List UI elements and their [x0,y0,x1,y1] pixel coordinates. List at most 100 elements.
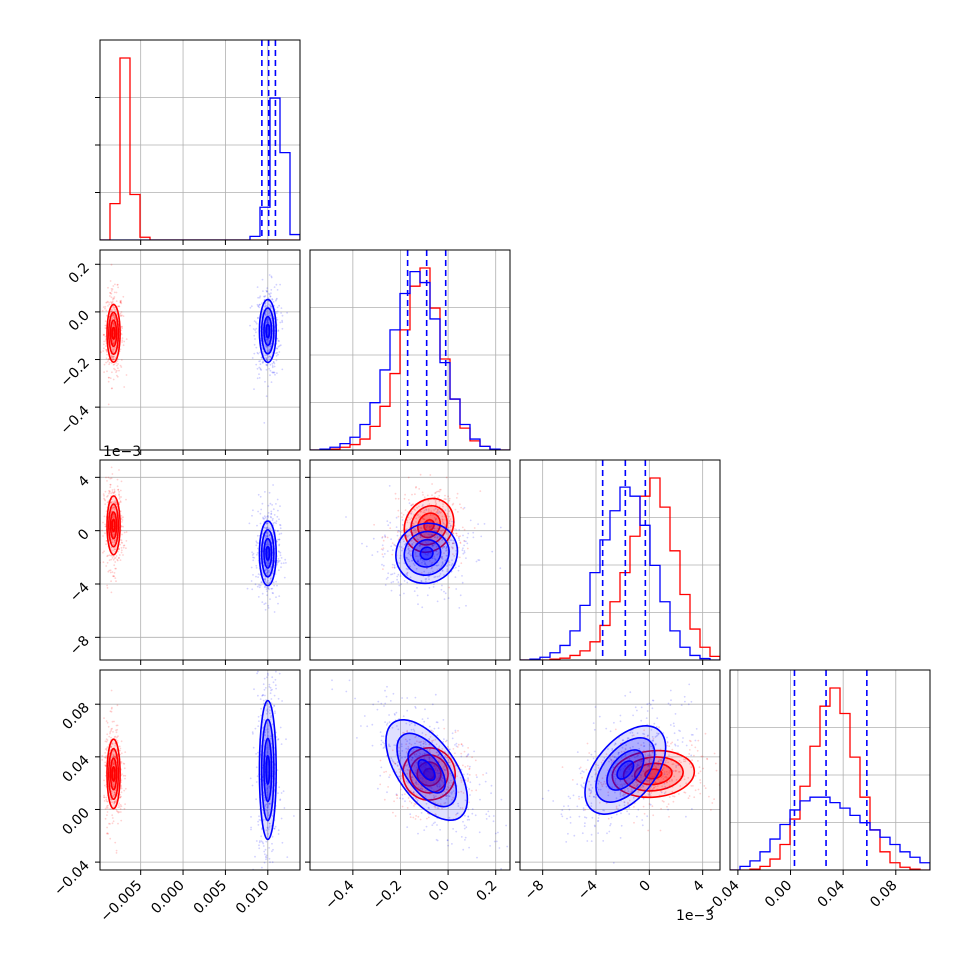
blue-sample-point [268,527,270,530]
blue-sample-point [426,521,429,523]
red-sample-point [123,789,126,792]
blue-sample-point [263,540,265,543]
red-sample-point [114,561,117,563]
blue-sample-point [280,792,283,794]
red-sample-point [444,740,447,743]
blue-sample-point [591,787,594,789]
blue-sample-point [477,523,479,525]
blue-sample-point [467,753,470,756]
blue-sample-point [434,764,436,767]
blue-sample-point [272,681,275,684]
blue-sample-point [271,362,274,365]
red-sample-point [117,488,120,491]
red-sample-point [416,506,418,509]
panel-3-2: −8 −4 0 4 [515,669,721,903]
red-sample-point [611,755,614,758]
red-sample-point [455,813,457,816]
blue-sample-point [271,504,273,506]
red-sample-point [402,547,404,550]
red-sample-point [125,540,128,542]
red-sample-point [460,790,463,793]
red-sample-point [440,530,443,533]
blue-sample-point [263,719,265,721]
blue-sample-point [251,357,254,359]
blue-sample-point [267,321,270,324]
blue-sample-point [265,531,268,534]
red-sample-point [106,811,109,813]
red-sample-point [113,318,116,320]
blue-sample-point [433,727,436,730]
blue-sample-point [444,559,447,562]
blue-sample-point [634,760,637,762]
red-sample-point [437,807,440,810]
blue-sample-point [435,721,438,724]
red-sample-point [479,490,482,492]
blue-sample-point [277,550,280,553]
blue-sample-point [267,516,270,518]
blue-sample-point [386,576,389,579]
blue-sample-point [277,697,280,700]
blue-sample-point [417,559,419,562]
blue-sample-point [264,313,267,315]
blue-sample-point [274,825,277,828]
red-sample-point [111,355,114,358]
red-sample-point [431,739,433,742]
blue-sample-point [281,368,284,371]
red-sample-point [710,809,712,811]
blue-sample-point [360,725,362,727]
blue-sample-point [388,721,391,724]
red-sample-point [456,775,458,778]
y-tick-label: −8 [67,633,93,659]
red-sample-point [714,762,717,765]
red-sample-point [449,761,451,763]
blue-histogram [100,97,300,240]
x-tick-label: −0.005 [98,878,146,926]
red-sample-point [122,295,125,298]
blue-sample-point [272,517,274,520]
blue-sample-point [272,361,275,364]
blue-sample-point [252,559,255,562]
blue-sample-point [262,573,264,575]
red-sample-point [433,765,436,768]
blue-sample-point [397,728,400,731]
blue-sample-point [260,707,262,710]
red-sample-point [645,762,647,764]
blue-sample-point [268,582,270,585]
blue-sample-point [257,694,259,697]
blue-contour [417,758,436,782]
red-sample-point [122,516,124,519]
red-sample-point [120,311,123,313]
blue-sample-point [407,747,410,750]
blue-sample-point [408,565,411,568]
blue-sample-point [428,575,431,578]
red-sample-point [670,742,672,745]
red-sample-point [120,525,123,528]
blue-sample-point [624,765,626,768]
red-sample-point [112,514,115,516]
blue-sample-point [438,772,441,775]
blue-sample-point [584,822,586,825]
blue-sample-point [668,750,671,753]
red-sample-point [648,759,650,762]
red-sample-point [660,759,663,762]
red-sample-point [410,554,412,557]
red-sample-point [118,369,120,372]
blue-sample-point [614,780,616,782]
blue-sample-point [593,795,595,798]
red-sample-point [433,509,435,511]
blue-sample-point [268,786,271,789]
blue-sample-point [250,305,253,308]
red-sample-point [112,755,115,758]
x-tick-label: 0.000 [148,878,188,918]
blue-sample-point [267,833,270,835]
red-sample-point [423,534,426,537]
red-sample-point [112,322,115,325]
blue-sample-point [429,525,431,528]
red-sample-point [411,776,414,778]
blue-sample-point [642,785,645,788]
red-sample-point [110,477,113,480]
blue-sample-point [408,502,411,505]
red-sample-point [412,750,414,753]
red-sample-point [110,362,113,364]
red-sample-point [658,758,661,761]
